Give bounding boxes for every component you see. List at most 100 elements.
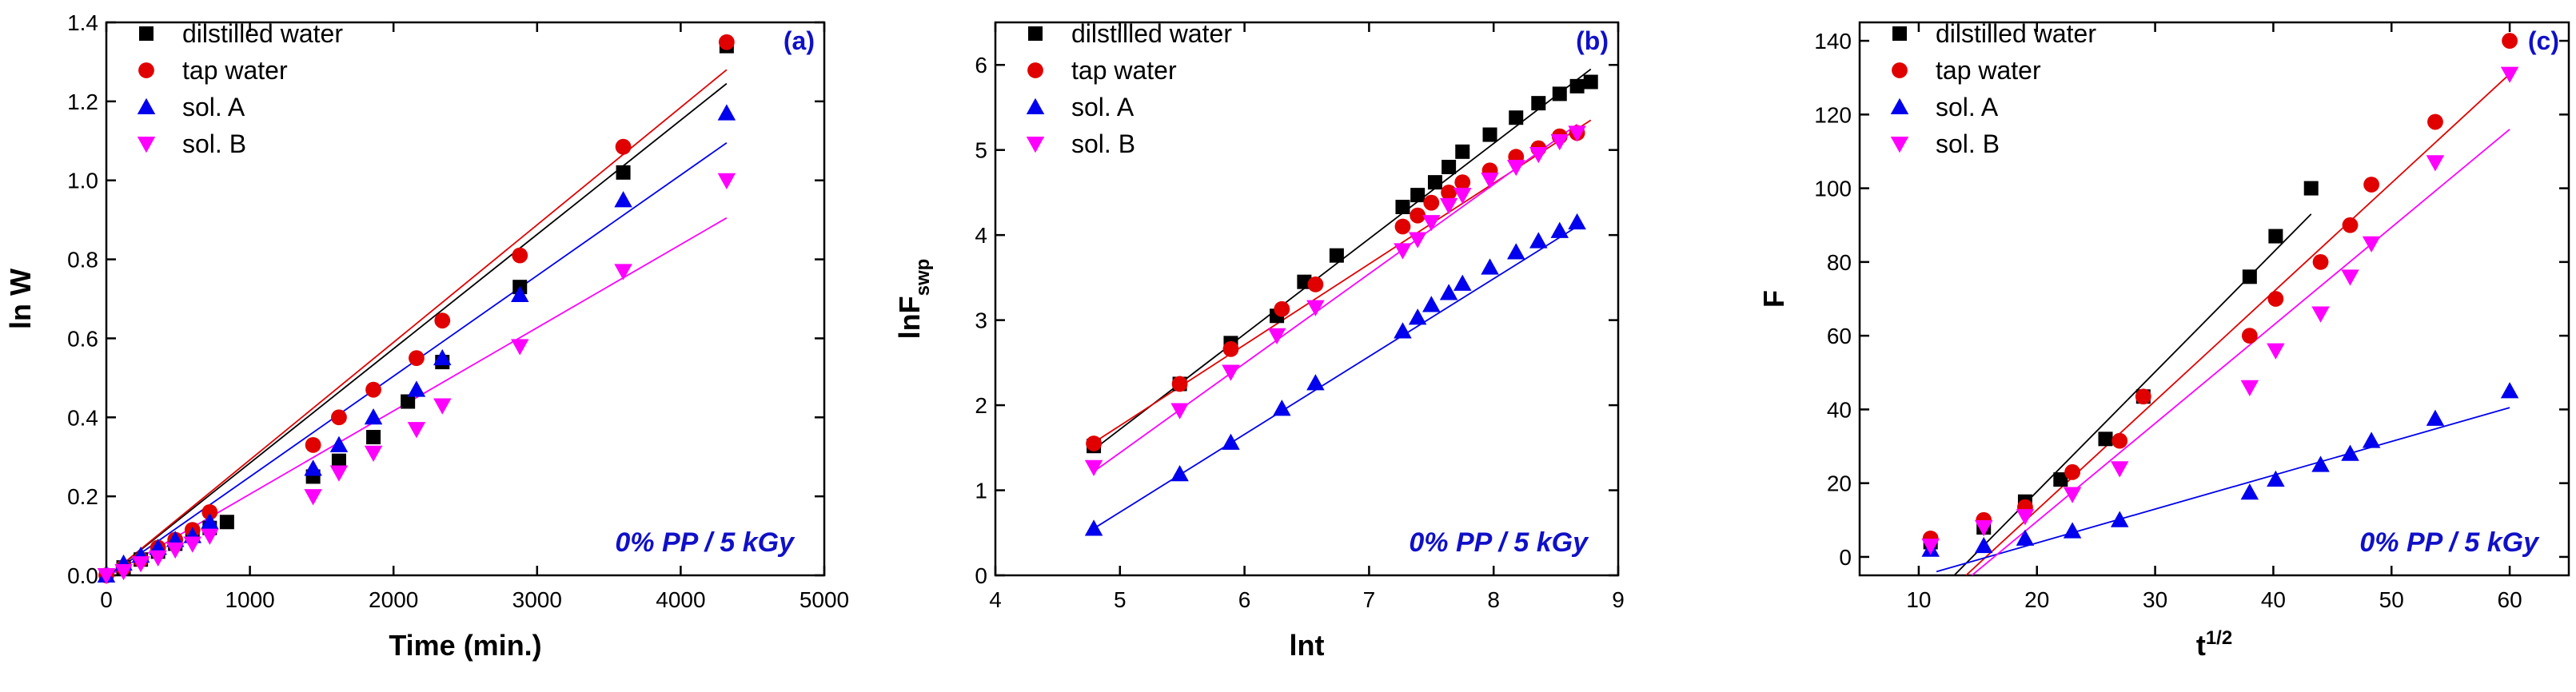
y-axis-title: lnFswp [893, 259, 934, 340]
y-axis-title-main: lnF [893, 296, 926, 339]
data-point [1974, 536, 1993, 554]
y-tick-label: 80 [1827, 250, 1852, 275]
x-tick-label: 9 [1612, 587, 1625, 612]
legend-label: sol. A [1071, 93, 1134, 121]
data-point [2341, 269, 2359, 286]
data-point [1306, 300, 1325, 316]
data-point [1568, 213, 1586, 230]
data-point [183, 536, 202, 553]
data-point [1423, 194, 1440, 211]
data-point [2242, 269, 2257, 284]
data-point [131, 556, 150, 573]
data-point [1509, 110, 1524, 125]
y-tick-label: 5 [975, 138, 987, 163]
data-point [97, 568, 116, 585]
data-point [305, 436, 321, 453]
y-tick-label: 0.8 [67, 248, 98, 272]
data-point [2363, 177, 2380, 193]
x-tick-label: 2000 [369, 587, 418, 612]
data-point [1427, 175, 1442, 190]
legend-marker [1026, 97, 1045, 114]
data-point [201, 504, 218, 520]
y-tick-label: 20 [1827, 471, 1852, 496]
y-axis-title-subscript: swp [912, 259, 934, 296]
data-point [1408, 308, 1427, 325]
data-point [2111, 432, 2128, 449]
x-tick-label: 30 [2143, 587, 2167, 612]
data-point [1222, 433, 1240, 450]
y-tick-label: 1.2 [67, 89, 98, 114]
data-point [510, 339, 529, 356]
data-point [2135, 388, 2151, 405]
data-point [1481, 258, 1499, 275]
data-point [2241, 328, 2258, 344]
data-point [510, 285, 529, 303]
x-axis-title: t1/2 [2196, 627, 2232, 662]
data-point [1552, 86, 1567, 101]
data-point [1084, 459, 1103, 477]
legend-marker [1028, 26, 1043, 41]
data-point [1329, 248, 1344, 263]
y-tick-label: 0.2 [67, 484, 98, 509]
y-axis-title-main: ln W [4, 268, 37, 329]
legend-label: sol. B [1071, 129, 1135, 158]
data-point [1422, 296, 1441, 312]
data-point [219, 515, 234, 530]
data-point [2500, 66, 2519, 83]
x-axis-title: Time (min.) [389, 629, 541, 662]
data-point [149, 550, 167, 567]
legend-marker [138, 62, 154, 78]
data-point [201, 513, 219, 530]
data-point [401, 394, 416, 409]
data-point [1222, 364, 1240, 381]
data-point [2240, 483, 2259, 500]
x-tick-label: 4 [989, 587, 1002, 612]
data-point [1569, 78, 1585, 93]
data-point [329, 435, 349, 452]
data-point [2502, 33, 2518, 49]
data-point [2063, 487, 2082, 503]
fit-line [108, 217, 728, 575]
legend-marker [137, 97, 156, 114]
data-point [1306, 374, 1325, 391]
x-tick-label: 40 [2261, 587, 2286, 612]
data-point [2362, 236, 2381, 253]
chart-panel-2: 4 5 6 7 8 9 0 1 2 3 4 5 6 lnt lnFswp (b) 0% PP / 5 kGy di… [893, 19, 1625, 662]
data-point [717, 173, 736, 189]
panel-label: (a) [784, 26, 815, 55]
data-point [2110, 511, 2129, 527]
x-axis-title-superscript: 1/2 [2206, 627, 2232, 649]
x-tick-label: 3000 [512, 587, 562, 612]
data-point [1583, 74, 1598, 89]
panel-label: (b) [1576, 26, 1609, 55]
y-tick-label: 0 [1839, 545, 1852, 570]
data-point [2311, 455, 2330, 472]
data-point [331, 453, 346, 468]
data-point [2268, 229, 2283, 244]
data-point [1568, 125, 1586, 142]
x-tick-label: 10 [1906, 587, 1931, 612]
data-point [165, 542, 185, 559]
x-tick-label: 1000 [225, 587, 274, 612]
data-point [434, 312, 451, 329]
data-point [2342, 217, 2359, 233]
data-point [1482, 127, 1497, 142]
data-point [1439, 197, 1458, 215]
data-point [1442, 159, 1457, 174]
data-point [2098, 432, 2113, 447]
data-point [1529, 147, 1548, 164]
annotation: 0% PP / 5 kGy [615, 527, 796, 558]
data-point [512, 247, 528, 264]
legend-label: tap water [182, 56, 288, 85]
legend-label: dilstilled water [1936, 19, 2096, 48]
data-point [2267, 291, 2284, 307]
plot-frame [994, 21, 1620, 577]
x-tick-label: 5 [1114, 587, 1127, 612]
x-tick-label: 0 [100, 587, 113, 612]
x-tick-label: 5000 [800, 587, 849, 612]
data-point [1274, 300, 1290, 317]
data-point [364, 408, 383, 425]
fit-line [1971, 129, 2510, 575]
legend-label: dilstilled water [1071, 19, 1232, 48]
